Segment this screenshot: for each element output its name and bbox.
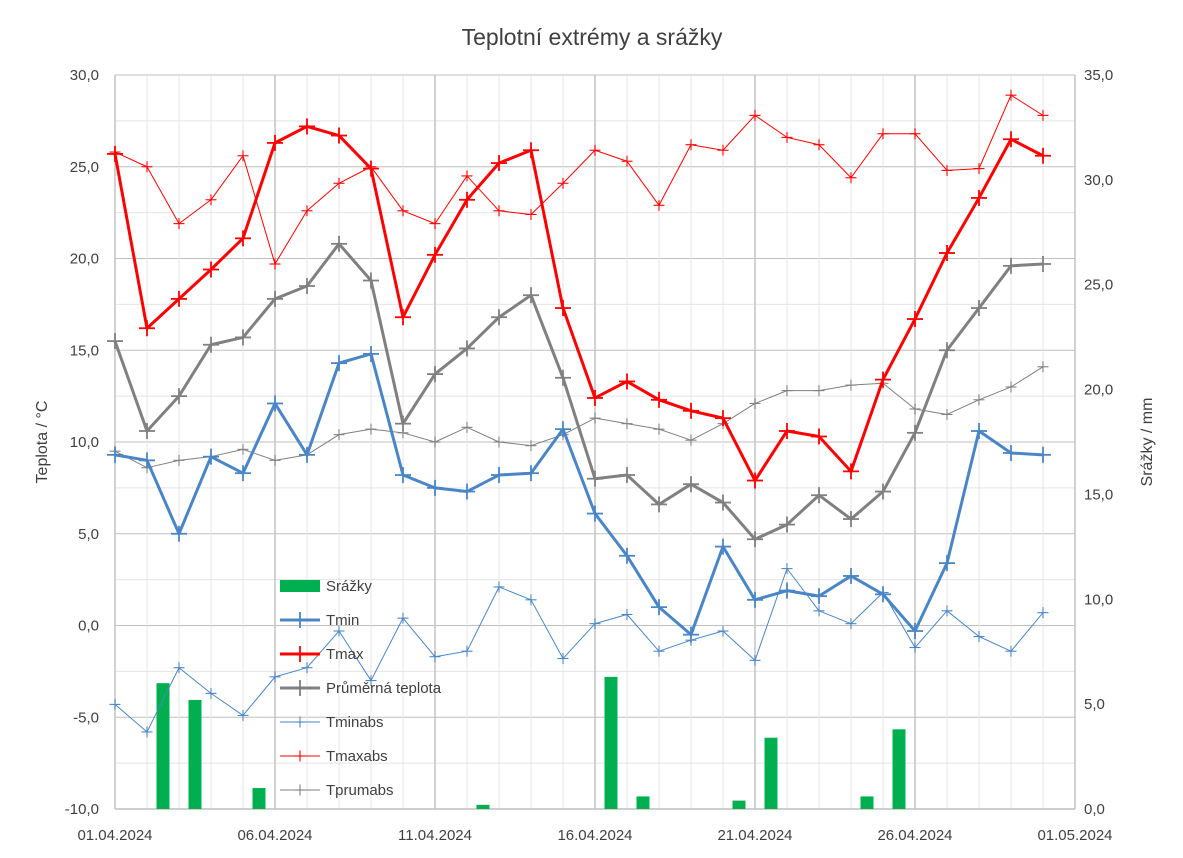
legend-item: Tminabs <box>280 714 384 731</box>
y-right-tick-label: 10,0 <box>1084 591 1113 608</box>
y-left-tick-label: -5,0 <box>73 709 99 726</box>
series-line <box>113 124 1044 483</box>
y-left-tick-label: 30,0 <box>70 67 99 84</box>
y-left-tick-label: -10,0 <box>65 801 99 818</box>
series-line <box>113 242 1044 541</box>
y-left-tick-label: 20,0 <box>70 251 99 268</box>
legend-label: Tmax <box>326 646 364 663</box>
y-right-tick-label: 5,0 <box>1084 696 1105 713</box>
legend-swatch <box>280 580 320 592</box>
x-tick-label: 01.05.2024 <box>1037 827 1112 844</box>
axis-ticks: -10,0 -5,0 0,0 5,0 10,0 15,0 20,0 25,0 30,0 0,0 5,… <box>65 67 1113 844</box>
legend-item: Tmaxabs <box>280 748 388 765</box>
y-axis-right-title: Srážky / mm <box>1139 398 1156 487</box>
y-left-tick-label: 15,0 <box>70 342 99 359</box>
legend-item: Průměrná teplota <box>280 680 442 697</box>
precipitation-bar <box>892 729 906 809</box>
x-tick-label: 21.04.2024 <box>717 827 792 844</box>
legend-label: Tprumabs <box>326 782 394 799</box>
y-right-tick-label: 20,0 <box>1084 382 1113 399</box>
precipitation-bar <box>604 676 618 809</box>
x-tick-label: 06.04.2024 <box>237 827 312 844</box>
legend: Srážky Tmin Tmax Průměrná teplota Tminabs Tma… <box>280 578 442 799</box>
precipitation-bar <box>188 699 202 809</box>
precipitation-bar <box>156 683 170 809</box>
legend-item: Tmin <box>280 612 359 629</box>
x-tick-label: 11.04.2024 <box>398 827 472 844</box>
chart-title: Teplotní extrémy a srážky <box>462 24 723 50</box>
precipitation-bars <box>156 676 906 809</box>
y-axis-left-title: Teplota / °C <box>34 401 51 484</box>
y-left-tick-label: 25,0 <box>70 159 99 176</box>
y-left-tick-label: 10,0 <box>70 434 99 451</box>
y-right-tick-label: 35,0 <box>1084 67 1113 84</box>
legend-item: Srážky <box>280 578 372 595</box>
series-tmaxabs <box>109 89 1049 270</box>
x-tick-label: 16.04.2024 <box>557 827 632 844</box>
y-right-tick-label: 15,0 <box>1084 486 1113 503</box>
legend-label: Tmaxabs <box>326 748 388 765</box>
y-left-tick-label: 0,0 <box>78 618 99 635</box>
y-right-tick-label: 0,0 <box>1084 801 1105 818</box>
precipitation-bar <box>636 796 650 809</box>
legend-item: Tprumabs <box>280 782 394 799</box>
precipitation-bar <box>732 800 746 809</box>
y-right-tick-label: 30,0 <box>1084 172 1113 189</box>
legend-label: Srážky <box>326 578 372 595</box>
series-line <box>114 352 1044 637</box>
series-tmax <box>107 118 1051 489</box>
legend-label: Tmin <box>326 612 359 629</box>
series-lines <box>107 89 1051 738</box>
series-pr-m-rn-teplota <box>107 235 1051 548</box>
x-tick-label: 01.04.2024 <box>77 827 152 844</box>
y-left-tick-label: 5,0 <box>78 526 99 543</box>
legend-label: Průměrná teplota <box>326 680 442 697</box>
x-tick-label: 26.04.2024 <box>877 827 952 844</box>
precipitation-bar <box>252 788 266 809</box>
series-tmin <box>107 345 1051 643</box>
precipitation-bar <box>860 796 874 809</box>
precipitation-bar <box>476 804 490 809</box>
y-right-tick-label: 25,0 <box>1084 277 1113 294</box>
legend-item: Tmax <box>280 646 364 663</box>
legend-label: Tminabs <box>326 714 384 731</box>
precipitation-bar <box>764 737 778 809</box>
